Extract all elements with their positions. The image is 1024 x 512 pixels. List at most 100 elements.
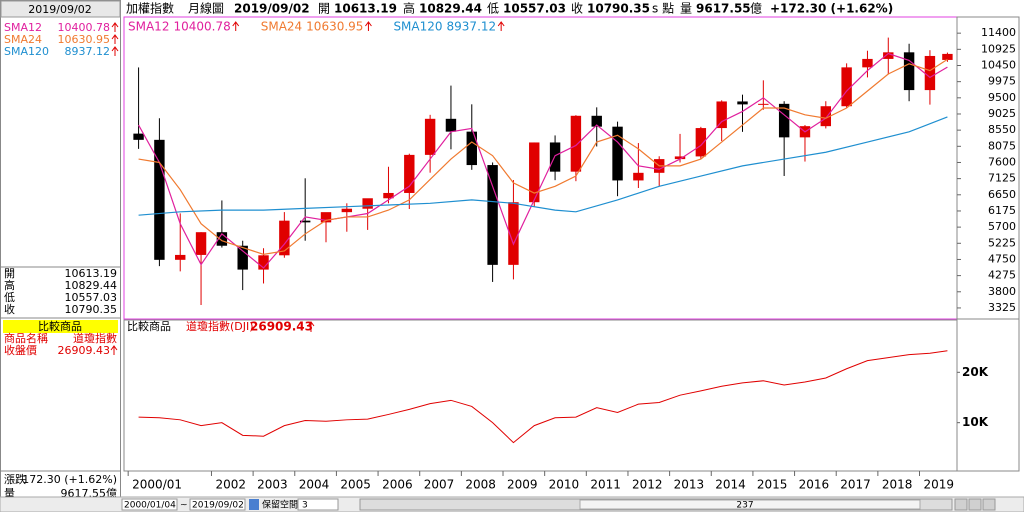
candle-body: [737, 101, 748, 105]
close: 10790.35: [587, 2, 650, 16]
y-tick-label: 10K: [962, 415, 989, 429]
x-tick-label: 2010: [549, 478, 580, 492]
legend-value: 8937.12: [447, 20, 497, 34]
reserve: 3: [302, 501, 308, 511]
y-tick-label: 3325: [988, 301, 1016, 314]
close-label: 收: [4, 302, 15, 316]
y-tick-label: 9025: [988, 107, 1016, 120]
candle-body: [404, 154, 415, 193]
compare-plot: [123, 319, 958, 472]
y-tick-label: 8075: [988, 139, 1016, 152]
legend-value: 10400.78: [173, 20, 230, 34]
close-label: 收: [571, 2, 583, 16]
candle-body: [383, 192, 394, 199]
legend-name: SMA120: [393, 20, 442, 34]
date-box: [0, 0, 121, 18]
legend-name: SMA12: [128, 20, 169, 34]
reserve-label: 保留空間: [262, 499, 298, 511]
y-tick-label: 9500: [988, 91, 1016, 104]
compare-title: 比較商品: [38, 319, 82, 333]
candle-body: [695, 128, 707, 157]
candle-body: [445, 118, 457, 132]
x-tick-label: 2015: [757, 478, 788, 492]
count: 237: [736, 501, 753, 511]
sma-line: [138, 58, 948, 255]
header: 加權指數 月線圖 2019/09/02 開 10613.19 高 10829.4…: [126, 1, 893, 16]
candle-body: [237, 245, 248, 270]
zoom-out[interactable]: [954, 498, 968, 511]
volume-label: 量: [4, 487, 15, 500]
scroll-thumb[interactable]: [579, 499, 921, 510]
up-arrow: [111, 34, 119, 44]
compare-title: 比較商品: [127, 319, 171, 333]
volume-unit: 億: [750, 2, 762, 16]
y-tick-label: 4275: [988, 269, 1016, 282]
candle-body: [612, 126, 623, 181]
candle-body: [924, 55, 936, 91]
candle-body: [883, 52, 894, 59]
compare-close-label: 收盤價: [4, 343, 37, 357]
x-tick-label: 2007: [424, 478, 455, 492]
y-tick-label: 10925: [981, 42, 1016, 55]
candle-body: [820, 106, 832, 127]
x-tick-label: 2005: [340, 478, 371, 492]
volume-label: 量: [680, 2, 692, 16]
end-input[interactable]: [189, 498, 246, 511]
y-tick-label: 5225: [988, 236, 1016, 249]
settings[interactable]: [982, 498, 996, 511]
y-tick-label: 9975: [988, 75, 1016, 88]
compare-box: [3, 320, 118, 333]
candle-body: [508, 202, 519, 265]
low-value: 10557.03: [65, 291, 118, 304]
y-tick-label: 8550: [988, 123, 1016, 136]
tilde: ~: [180, 501, 188, 511]
high-label: 高: [4, 278, 15, 292]
candle-body: [674, 156, 686, 160]
candle-body: [195, 232, 207, 255]
x-tick-label: 2009: [507, 478, 538, 492]
y-tick-label: 11400: [981, 26, 1016, 39]
icon[interactable]: [249, 499, 259, 510]
end-date: 2019/09/02: [192, 501, 244, 511]
main-plot: [123, 16, 958, 320]
up-arrow: [111, 22, 119, 32]
candle-body: [424, 118, 436, 155]
reserve-input[interactable]: [297, 498, 339, 511]
name-label: 商品名稱: [4, 331, 48, 345]
candle-body: [633, 172, 644, 181]
compare-name: 道瓊指數(DJI): [186, 319, 254, 333]
zoom-in[interactable]: [968, 498, 982, 511]
compare-last: 26909.43: [250, 320, 313, 334]
up-arrow: [365, 21, 372, 31]
x-tick-label: 2006: [382, 478, 413, 492]
change-label: 漲跌: [4, 472, 26, 486]
sma-name: SMA24: [4, 33, 42, 46]
x-tick-label: 2002: [215, 478, 246, 492]
candle-body: [154, 139, 165, 260]
x-tick-label: 2011: [590, 478, 621, 492]
low-label: 低: [487, 2, 499, 16]
open-label: 開: [318, 2, 330, 16]
open-label: 開: [4, 267, 15, 280]
x-tick-label: 2003: [257, 478, 288, 492]
change-value: 172.30 (+1.62%): [22, 473, 117, 486]
up-arrow: [497, 21, 505, 31]
high-value: 10829.44: [65, 279, 118, 292]
up-arrow: [232, 21, 240, 31]
sma-name: SMA12: [4, 21, 42, 34]
high: 10829.44: [419, 2, 482, 16]
candle-body: [778, 103, 790, 138]
candle-body: [299, 220, 311, 223]
high-label: 高: [403, 1, 415, 16]
x-tick-label: 2013: [674, 478, 705, 492]
open: 10613.19: [334, 2, 397, 16]
y-tick-label: 6650: [988, 188, 1016, 201]
candle-body: [862, 58, 873, 68]
open-value: 10613.19: [65, 267, 118, 280]
period: 月線圖: [188, 1, 224, 16]
sma-value: 10630.95: [58, 33, 111, 46]
start-input[interactable]: [121, 498, 178, 511]
sma-value: 8937.12: [65, 45, 111, 58]
